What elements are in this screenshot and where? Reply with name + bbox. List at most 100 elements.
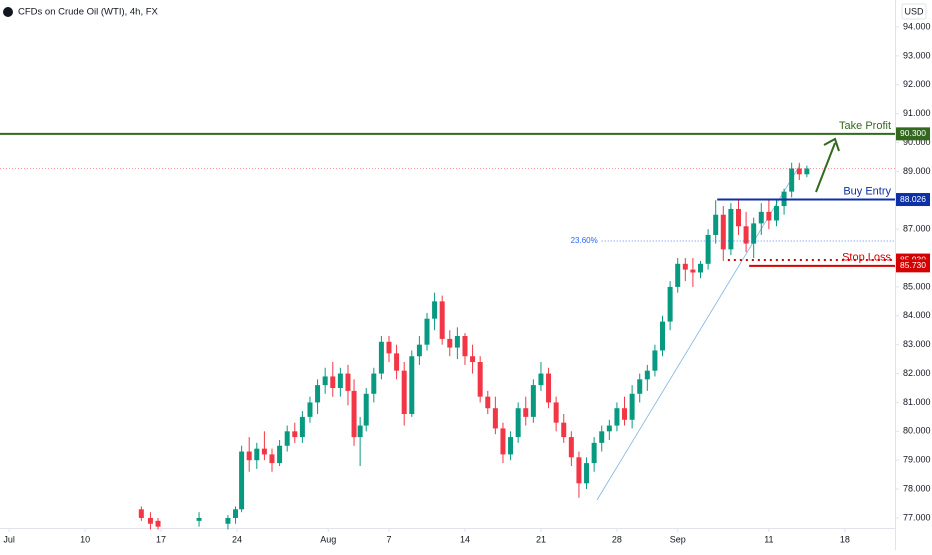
candle-body xyxy=(515,408,521,438)
candle-body xyxy=(660,321,666,351)
level-price-label: 88.026 xyxy=(900,194,926,204)
candle-body xyxy=(530,385,536,417)
candle-body xyxy=(233,509,239,518)
candle-body xyxy=(546,373,552,403)
candle-body xyxy=(315,385,321,403)
y-tick-label: 91.000 xyxy=(903,108,931,118)
candle-body xyxy=(667,286,673,322)
level-price-box xyxy=(896,127,930,141)
x-tick-label: 21 xyxy=(536,534,546,544)
candle-body xyxy=(155,520,161,527)
x-tick-label: 28 xyxy=(612,534,622,544)
currency-label: USD xyxy=(904,6,924,16)
y-tick-label: 85.000 xyxy=(903,281,931,291)
candle-body xyxy=(351,390,357,438)
candle-body xyxy=(330,376,336,388)
candle-body xyxy=(477,362,483,397)
y-tick-label: 78.000 xyxy=(903,483,931,493)
candle-body xyxy=(508,437,514,455)
candle-body xyxy=(652,350,658,371)
candle-body xyxy=(454,336,460,348)
candle-body xyxy=(690,269,696,273)
y-tick-label: 87.000 xyxy=(903,224,931,234)
candle-body xyxy=(538,373,544,386)
candle-body xyxy=(523,408,529,417)
candle-body xyxy=(345,373,351,391)
candle-body xyxy=(743,226,749,244)
level-price-box xyxy=(896,193,930,207)
candle-body xyxy=(254,448,260,461)
candle-body xyxy=(269,454,275,464)
symbol-icon xyxy=(3,7,13,17)
candle-body xyxy=(675,263,681,287)
candle-body xyxy=(622,408,628,420)
candle-body xyxy=(394,353,400,371)
candle-body xyxy=(277,445,283,464)
candle-body xyxy=(644,370,650,380)
candle-body xyxy=(416,344,422,357)
candle-body xyxy=(371,373,377,394)
candle-body xyxy=(614,408,620,426)
level-price-label: 85.730 xyxy=(900,260,926,270)
candle-body xyxy=(766,211,772,221)
candle-body xyxy=(299,416,305,438)
candle-body xyxy=(246,451,252,461)
candle-body xyxy=(553,402,559,423)
candle-body xyxy=(568,437,574,458)
y-tick-label: 79.000 xyxy=(903,455,931,465)
candle-body xyxy=(432,301,438,319)
candle-body xyxy=(758,211,764,224)
target-arrow-head xyxy=(823,137,840,152)
candle-body xyxy=(439,301,445,339)
y-tick-label: 77.000 xyxy=(903,512,931,522)
candle-body xyxy=(735,208,741,227)
candle-body xyxy=(378,341,384,374)
candle-body xyxy=(239,451,245,510)
y-tick-label: 89.000 xyxy=(903,166,931,176)
candle-body xyxy=(147,517,153,524)
y-tick-label: 92.000 xyxy=(903,79,931,89)
y-tick-label: 93.000 xyxy=(903,50,931,60)
level-price-label: 90.300 xyxy=(900,128,926,138)
candle-body xyxy=(196,517,202,521)
y-tick-label: 84.000 xyxy=(903,310,931,320)
y-tick-label: 81.000 xyxy=(903,397,931,407)
candle-body xyxy=(698,263,704,273)
x-tick-label: 24 xyxy=(232,534,242,544)
candle-body xyxy=(804,168,810,175)
candle-body xyxy=(637,379,643,394)
x-tick-label: 17 xyxy=(156,534,166,544)
x-tick-label: Sep xyxy=(670,534,686,544)
candle-body xyxy=(307,402,313,417)
candle-body xyxy=(470,356,476,363)
candle-body xyxy=(682,263,688,270)
candle-body xyxy=(138,509,144,518)
candle-body xyxy=(561,422,567,438)
y-tick-label: 94.000 xyxy=(903,21,931,31)
candle-body xyxy=(284,431,290,446)
y-tick-label: 83.000 xyxy=(903,339,931,349)
candle-body xyxy=(363,393,369,426)
candle-body xyxy=(599,431,605,443)
candle-body xyxy=(705,234,711,264)
y-tick-label: 82.000 xyxy=(903,368,931,378)
currency-box[interactable] xyxy=(901,3,927,20)
level-name: Buy Entry xyxy=(843,185,891,197)
x-tick-label: 11 xyxy=(764,534,773,544)
x-tick-label: 7 xyxy=(386,534,391,544)
x-tick-label: 10 xyxy=(80,534,90,544)
chart-title: CFDs on Crude Oil (WTI), 4h, FX xyxy=(18,7,159,18)
candle-body xyxy=(796,168,802,175)
candle-body xyxy=(606,425,612,432)
x-tick-label: Aug xyxy=(320,534,336,544)
level-price-label: 85.930 xyxy=(900,254,926,264)
candle-body xyxy=(629,393,635,420)
candle-body xyxy=(584,463,590,484)
candle-body xyxy=(409,356,415,414)
level-name: Take Profit xyxy=(839,120,891,132)
candle-body xyxy=(337,373,343,388)
candle-body xyxy=(447,338,453,348)
candle-body xyxy=(591,442,597,464)
